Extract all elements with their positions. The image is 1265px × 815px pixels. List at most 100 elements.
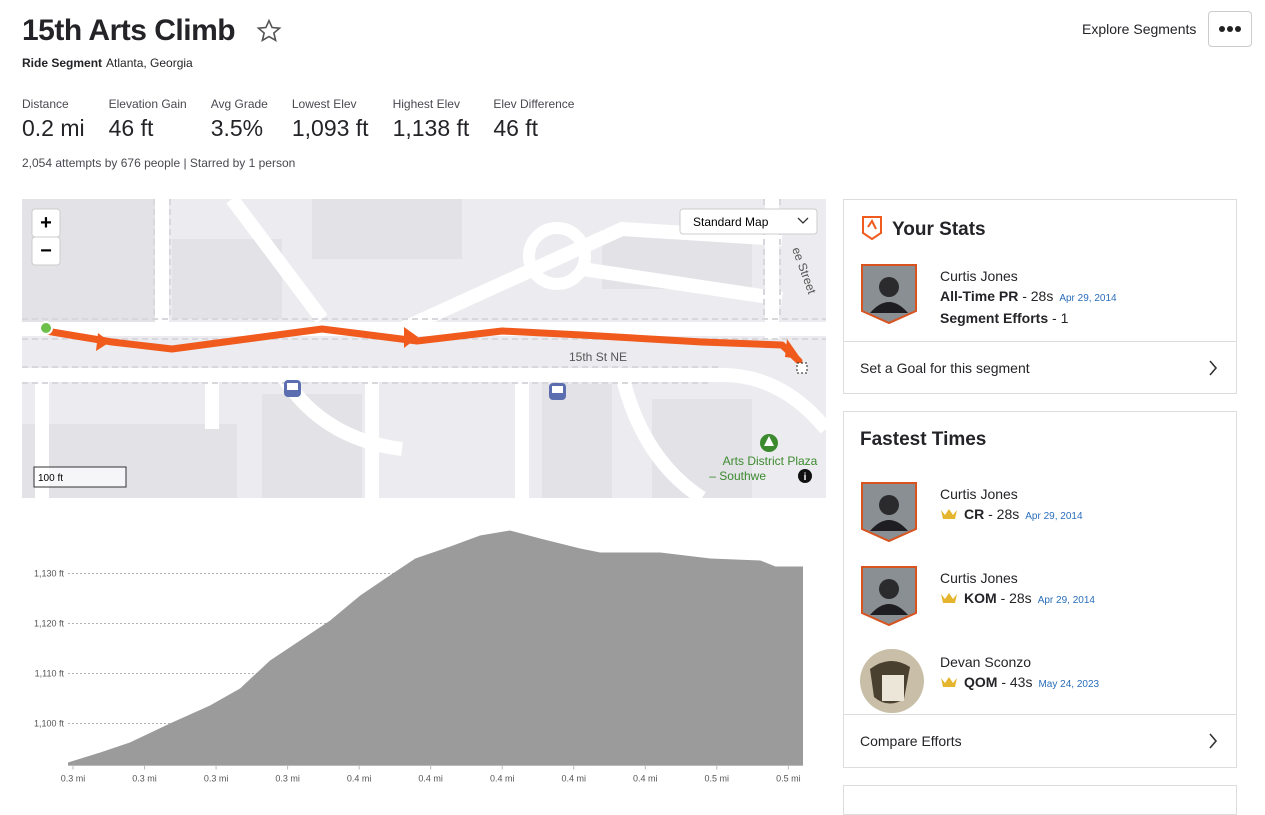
poi-label: Arts District Plaza [723,454,818,468]
your-stats-entry: Curtis Jones All-Time PR - 28s Apr 29, 20… [860,264,1220,334]
zoom-out-button[interactable]: − [31,236,61,266]
athlete-name: Curtis Jones [940,268,1018,284]
stat: Elev Difference 46 ft [493,97,574,142]
elevation-area [68,530,803,766]
stat: Highest Elev 1,138 ft [393,97,470,142]
pr-date[interactable]: Apr 29, 2014 [1059,293,1117,304]
fastest-entry: Devan Sconzo QOM - 43s May 24, 2023 [860,649,1220,720]
fastest-times-card: Fastest Times Compare Efforts Curtis Jon… [843,411,1237,768]
info-icon[interactable] [798,469,812,483]
stat-label: Distance [22,97,69,111]
stats-row: Distance 0.2 mi Elevation Gain 46 ft Avg Gra… [22,97,598,142]
star-button[interactable] [256,18,282,44]
stat: Elevation Gain 46 ft [109,97,187,142]
scale-label: 100 ft [38,473,63,484]
time-line: CR - 28s Apr 29, 2014 [940,506,1083,522]
explore-segments-button[interactable]: Explore Segments [1082,21,1197,37]
badge: CR [964,506,985,522]
time-line: QOM - 43s May 24, 2023 [940,674,1099,690]
chevron [1209,733,1218,749]
stat-label: Elev Difference [493,97,575,111]
stat-value: 1,093 ft [291,115,369,141]
stat-label: Lowest Elev [291,97,357,111]
set-goal-label: Set a Goal for this segment [860,360,1030,376]
stat: Distance 0.2 mi [22,97,85,142]
star-icon [256,18,282,42]
avatar [861,264,917,325]
map-style-label: Standard Map [693,215,769,229]
poi-label: – Southwe [709,469,766,483]
segment-route [42,325,803,365]
time: - 28s [988,506,1020,522]
your-stats-card: Your Stats Curtis Jones All-Time PR - 28… [843,199,1237,394]
avatar [861,482,917,543]
zoom-in-button[interactable]: + [31,208,61,238]
map-streets [22,199,826,498]
y-tick-label: 1,100 ft [34,719,65,729]
stat-value: 3.5% [210,115,264,141]
compare-efforts-link[interactable]: Compare Efforts [844,714,1236,767]
pr-time: - 28s [1022,288,1054,304]
avatar [860,649,924,713]
next-card [843,785,1237,815]
stat-value: 46 ft [493,115,539,141]
compare-efforts-label: Compare Efforts [860,733,962,749]
more-button[interactable] [1208,11,1252,47]
zoom-out-label: − [40,240,52,262]
date[interactable]: Apr 29, 2014 [1037,595,1095,606]
segment-type: Ride Segment [22,56,103,70]
finish-marker [796,362,808,374]
athlete-name: Devan Sconzo [940,654,1032,670]
crown-icon [941,509,957,519]
x-tick-label: 0.3 mi [204,774,229,784]
y-tick-label: 1,110 ft [35,669,65,679]
stat-value: 46 ft [108,115,154,141]
x-tick-label: 0.4 mi [418,774,443,784]
efforts-line: Segment Efforts - 1 [940,310,1068,326]
subtitle: Ride Segment Atlanta, Georgia [22,56,193,70]
chevron [1209,360,1218,376]
y-tick-label: 1,130 ft [34,569,65,579]
crown-icon [941,677,957,687]
stat-value: 1,138 ft [392,115,470,141]
date[interactable]: May 24, 2023 [1038,679,1100,690]
efforts-label: Segment Efforts [940,310,1049,326]
x-tick-label: 0.5 mi [705,774,730,784]
efforts-value: - 1 [1052,310,1069,326]
street-label: 15th St NE [569,350,627,364]
badge: QOM [964,674,998,690]
x-tick-label: 0.3 mi [61,774,86,784]
set-goal-link[interactable]: Set a Goal for this segment [844,341,1236,394]
crown-icon [941,593,957,603]
x-tick-label: 0.3 mi [132,774,157,784]
stat-label: Highest Elev [392,97,460,111]
date[interactable]: Apr 29, 2014 [1025,511,1083,522]
map: Arts District Plaza – Southwe i 15th St … [22,199,826,498]
time: - 28s [1000,590,1032,606]
stat-value: 0.2 mi [22,115,85,141]
start-marker [39,321,53,335]
fastest-entry: Curtis Jones CR - 28s Apr 29, 2014 [860,482,1220,552]
attempts-summary: 2,054 attempts by 676 people | Starred b… [22,156,296,170]
pr-line: All-Time PR - 28s Apr 29, 2014 [940,288,1117,304]
x-tick-label: 0.4 mi [561,774,586,784]
time-line: KOM - 28s Apr 29, 2014 [940,590,1095,606]
map-style-dropdown[interactable]: Standard Map [679,208,818,235]
stat: Avg Grade 3.5% [211,97,268,142]
your-stats-title: Your Stats [892,219,986,240]
elevation-chart: 1,100 ft 1,110 ft 1,120 ft 1,130 ft 0.3 mi 0.… [34,530,803,784]
athlete-name: Curtis Jones [940,570,1018,586]
athlete-name: Curtis Jones [940,486,1018,502]
bus-stop [284,380,301,397]
x-tick-label: 0.4 mi [490,774,515,784]
fastest-entry: Curtis Jones KOM - 28s Apr 29, 2014 [860,566,1220,636]
x-tick-label: 0.3 mi [275,774,300,784]
stat-label: Avg Grade [210,97,268,111]
time: - 43s [1001,674,1033,690]
location: Atlanta, Georgia [106,56,193,70]
stat: Lowest Elev 1,093 ft [292,97,369,142]
x-tick-label: 0.4 mi [633,774,658,784]
zoom-in-label: + [40,212,52,234]
stat-label: Elevation Gain [108,97,187,111]
